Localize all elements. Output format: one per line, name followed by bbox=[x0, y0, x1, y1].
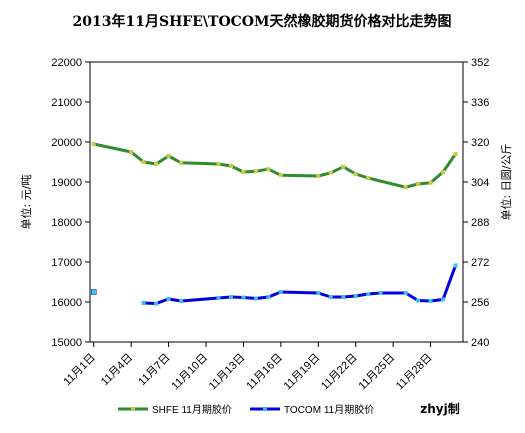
series-0-point-6 bbox=[216, 162, 221, 166]
x-tick-label-2: 11月7日 bbox=[136, 352, 172, 388]
series-1-point-19 bbox=[441, 297, 446, 302]
series-1-point-10 bbox=[316, 291, 321, 295]
series-0-point-0 bbox=[91, 142, 96, 146]
series-0-point-3 bbox=[154, 162, 159, 166]
series-1-point-8 bbox=[266, 295, 271, 299]
x-tick-label-6: 11月19日 bbox=[282, 352, 323, 393]
series-line-0 bbox=[93, 142, 457, 189]
left-tick-label-7: 22000 bbox=[51, 57, 82, 69]
right-tick-label-7: 352 bbox=[471, 57, 489, 69]
x-tick-label-1: 11月4日 bbox=[99, 352, 135, 388]
series-0-point-1 bbox=[129, 150, 134, 154]
series-0-point-14 bbox=[341, 164, 346, 169]
series-1-point-20 bbox=[453, 263, 458, 268]
series-0-point-20 bbox=[441, 170, 446, 174]
series-0-point-17 bbox=[403, 185, 408, 190]
series-1-point-9 bbox=[278, 290, 283, 294]
series-1-point-4 bbox=[216, 296, 221, 300]
series-1-point-0 bbox=[141, 301, 146, 305]
series-1-point-2 bbox=[166, 297, 171, 301]
right-tick-label-0: 240 bbox=[471, 337, 489, 349]
series-1-point-15 bbox=[378, 291, 383, 295]
series-0-point-11 bbox=[278, 173, 283, 178]
series-0-point-13 bbox=[328, 170, 333, 175]
left-tick-label-0: 15000 bbox=[51, 337, 82, 349]
legend-marker-1 bbox=[263, 407, 267, 411]
series-1-point-6 bbox=[241, 295, 246, 300]
series-1-point-17 bbox=[416, 298, 421, 303]
series-1-point-16 bbox=[403, 291, 408, 295]
series-1-point-3 bbox=[179, 299, 184, 303]
x-tick-label-0: 11月1日 bbox=[61, 352, 97, 388]
series-0-point-4 bbox=[166, 154, 171, 158]
series-0-point-19 bbox=[428, 180, 433, 185]
series-0-point-16 bbox=[366, 176, 371, 180]
series-0-point-7 bbox=[228, 164, 233, 168]
series-0-point-18 bbox=[416, 182, 421, 186]
series-1-point-5 bbox=[228, 295, 233, 299]
left-tick-label-6: 21000 bbox=[51, 97, 82, 109]
series-0-point-10 bbox=[266, 167, 271, 172]
series-0-point-12 bbox=[316, 174, 321, 178]
series-1-point-13 bbox=[353, 294, 358, 298]
series-0-point-21 bbox=[453, 152, 458, 156]
left-tick-label-5: 20000 bbox=[51, 137, 82, 149]
x-tick-label-3: 11月10日 bbox=[169, 352, 210, 393]
left-axis-label: 单位: 元/吨 bbox=[19, 175, 33, 230]
series-0-point-15 bbox=[353, 172, 358, 176]
right-tick-label-1: 256 bbox=[471, 297, 489, 309]
right-tick-label-3: 288 bbox=[471, 217, 489, 229]
series-0-point-8 bbox=[241, 170, 246, 174]
right-tick-label-5: 320 bbox=[471, 137, 489, 149]
right-tick-label-6: 336 bbox=[471, 97, 489, 109]
series-1-point-18 bbox=[428, 299, 433, 303]
series-1-point-14 bbox=[366, 292, 371, 296]
right-axis-label: 单位: 日圆/公斤 bbox=[499, 144, 513, 221]
left-axis-ticks: 15000 16000 17000 18000 19000 20000 21000 22000 bbox=[51, 57, 90, 349]
x-tick-label-8: 11月25日 bbox=[356, 352, 397, 393]
series-1-point-1 bbox=[154, 301, 159, 306]
series-0-point-9 bbox=[253, 169, 258, 174]
series-1-isolated-point-0 bbox=[90, 289, 97, 295]
x-axis-ticks: 11月1日 11月4日 11月7日11月10日11月13日11月16日11月19日1… bbox=[61, 342, 435, 393]
x-tick-label-9: 11月28日 bbox=[394, 352, 435, 393]
legend-label-0: SHFE 11月期胶价 bbox=[152, 403, 232, 416]
series-0-point-2 bbox=[141, 160, 146, 164]
series-0-point-5 bbox=[179, 160, 184, 165]
left-tick-label-2: 17000 bbox=[51, 257, 82, 269]
series-1-point-7 bbox=[253, 296, 258, 301]
legend-label-1: TOCOM 11月期胶价 bbox=[284, 403, 374, 416]
left-tick-label-3: 18000 bbox=[51, 217, 82, 229]
series-1-point-12 bbox=[341, 295, 346, 299]
legend: SHFE 11月期胶价 TOCOM 11月期胶价 bbox=[118, 403, 374, 416]
legend-marker-0 bbox=[131, 407, 135, 411]
series-1-point-11 bbox=[328, 295, 333, 299]
series-layer bbox=[90, 142, 458, 306]
chart-credit: zhyj制 bbox=[420, 401, 459, 416]
x-tick-label-7: 11月22日 bbox=[319, 352, 360, 393]
x-tick-label-5: 11月16日 bbox=[244, 352, 285, 393]
left-tick-label-1: 16000 bbox=[51, 297, 82, 309]
right-tick-label-4: 304 bbox=[471, 177, 489, 189]
chart-title: 2013年11月SHFE\TOCOM天然橡胶期货价格对比走势图 bbox=[73, 13, 452, 30]
right-axis-ticks: 240 256 272 288 304 320 336 352 bbox=[463, 57, 489, 349]
left-tick-label-4: 19000 bbox=[51, 177, 82, 189]
plot-area bbox=[89, 61, 464, 343]
right-tick-label-2: 272 bbox=[471, 257, 489, 269]
x-tick-label-4: 11月13日 bbox=[207, 352, 248, 393]
